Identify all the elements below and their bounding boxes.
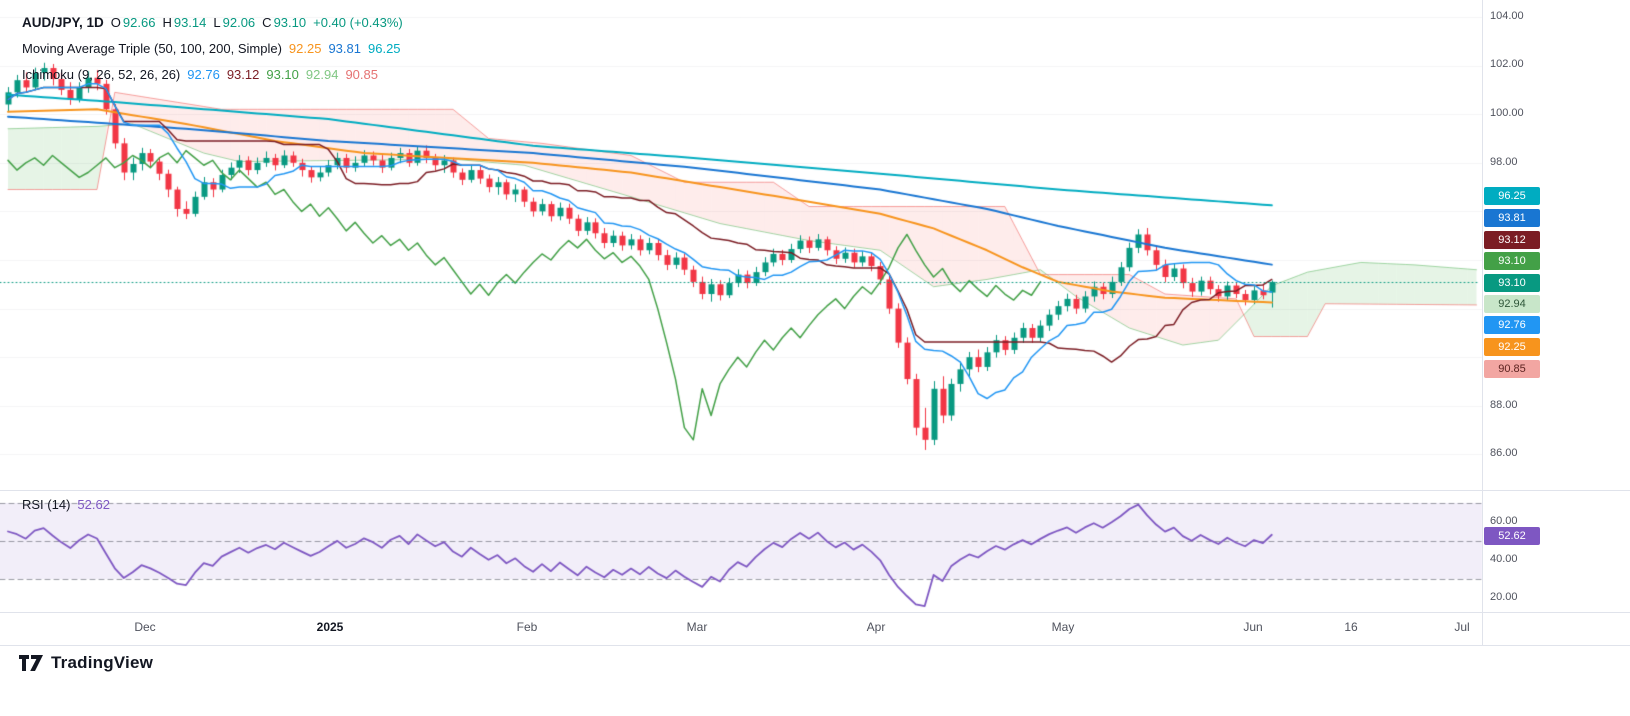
last-price-badge: 93.10 — [1484, 274, 1540, 292]
change-value: +0.40 (+0.43%) — [313, 14, 403, 30]
price-tick-100: 100.00 — [1490, 107, 1524, 119]
time-label-16: 16 — [1344, 620, 1358, 634]
time-label-feb: Feb — [516, 620, 538, 634]
high-label: H — [162, 14, 172, 30]
tradingview-icon — [19, 655, 43, 671]
open-value: 92.66 — [122, 14, 156, 30]
chart-bottom-border — [0, 645, 1630, 646]
rsi-tick-40: 40.00 — [1490, 553, 1518, 565]
time-label-may: May — [1051, 620, 1075, 634]
low-label: L — [213, 14, 221, 30]
price-tick-102: 102.00 — [1490, 58, 1524, 70]
ichimoku-indicator-label: Ichimoku (9, 26, 52, 26, 26) — [22, 66, 181, 82]
tenkan-value: 92.76 — [187, 66, 220, 82]
kijun-value: 93.12 — [226, 66, 260, 82]
price-tick-88: 88.00 — [1490, 399, 1518, 411]
time-label-dec: Dec — [134, 620, 156, 634]
price-tick-98: 98.00 — [1490, 156, 1518, 168]
time-label-2025: 2025 — [316, 620, 344, 634]
ma100-price-badge: 93.81 — [1484, 209, 1540, 227]
close-label: C — [262, 14, 272, 30]
rsi-value: 52.62 — [77, 496, 110, 512]
time-axis-separator — [0, 612, 1630, 613]
tradingview-logo-link[interactable]: TradingView — [18, 652, 153, 674]
time-label-jul: Jul — [1454, 620, 1470, 634]
rsi-legend-row[interactable]: RSI (14) 52.62 — [22, 494, 110, 514]
close-value: 93.10 — [273, 14, 307, 30]
ichimoku-legend-row[interactable]: Ichimoku (9, 26, 52, 26, 26) 92.76 93.12… — [22, 64, 378, 84]
high-value: 93.14 — [173, 14, 207, 30]
pane-separator[interactable] — [0, 490, 1630, 491]
kijun-price-badge: 93.12 — [1484, 231, 1540, 249]
senkou-b-price-badge: 90.85 — [1484, 360, 1540, 378]
ma50-price-badge: 92.25 — [1484, 338, 1540, 356]
senkou-a-value: 92.94 — [305, 66, 339, 82]
price-tick-86: 86.00 — [1490, 447, 1518, 459]
chikou-value: 93.10 — [266, 66, 299, 82]
time-label-apr: Apr — [866, 620, 886, 634]
symbol-title: AUD/JPY, 1D — [22, 14, 104, 30]
time-label-jun: Jun — [1243, 620, 1263, 634]
open-label: O — [110, 14, 121, 30]
ma200-price-badge: 96.25 — [1484, 187, 1540, 205]
rsi-tick-20: 20.00 — [1490, 591, 1518, 603]
ma50-value: 92.25 — [288, 40, 322, 56]
senkou-b-value: 90.85 — [345, 66, 378, 82]
symbol-legend-row[interactable]: AUD/JPY, 1D O 92.66 H 93.14 L 92.06 C 93… — [22, 12, 403, 32]
tradingview-wordmark: TradingView — [51, 653, 154, 672]
low-value: 92.06 — [222, 14, 256, 30]
price-tick-104: 104.00 — [1490, 10, 1524, 22]
rsi-tick-60: 60.00 — [1490, 515, 1518, 527]
ma-legend-row[interactable]: Moving Average Triple (50, 100, 200, Sim… — [22, 38, 401, 58]
ma200-value: 96.25 — [368, 40, 401, 56]
price-axis-separator — [1482, 0, 1483, 645]
chikou-price-badge: 93.10 — [1484, 252, 1540, 270]
rsi-indicator-label: RSI (14) — [22, 496, 71, 512]
time-label-mar: Mar — [686, 620, 708, 634]
rsi-value-badge: 52.62 — [1484, 527, 1540, 545]
ma-indicator-label: Moving Average Triple (50, 100, 200, Sim… — [22, 40, 282, 56]
ma100-value: 93.81 — [328, 40, 361, 56]
tenkan-price-badge: 92.76 — [1484, 316, 1540, 334]
senkou-a-price-badge: 92.94 — [1484, 295, 1540, 313]
